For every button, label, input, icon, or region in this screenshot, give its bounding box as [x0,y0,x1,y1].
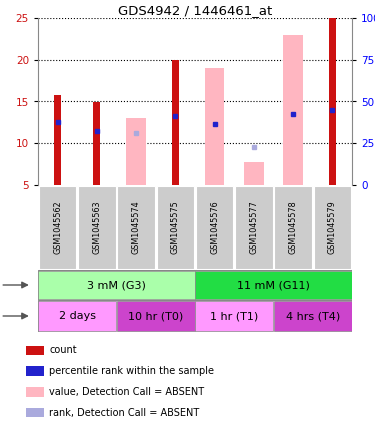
Bar [78,186,116,269]
Bar [195,271,352,299]
Text: GSM1045579: GSM1045579 [328,201,337,254]
Bar [274,186,312,269]
Bar [205,68,224,185]
Bar [329,18,336,185]
Bar [314,186,351,269]
Text: 1 hr (T1): 1 hr (T1) [210,311,258,321]
Bar [244,162,264,185]
Text: GSM1045562: GSM1045562 [53,201,62,254]
Text: percentile rank within the sample: percentile rank within the sample [49,366,214,376]
Bar [274,301,352,331]
Bar [117,301,195,331]
Text: rank, Detection Call = ABSENT: rank, Detection Call = ABSENT [49,408,200,418]
Bar [117,186,155,269]
Bar [26,408,44,418]
Text: GSM1045574: GSM1045574 [132,201,141,254]
Bar [26,366,44,376]
Bar [126,118,146,185]
Bar [172,60,179,185]
Bar [38,271,195,299]
Text: 3 mM (G3): 3 mM (G3) [87,280,146,290]
Bar [284,35,303,185]
Bar [196,186,234,269]
Text: GSM1045576: GSM1045576 [210,201,219,254]
Bar [235,186,273,269]
Text: 2 days: 2 days [59,311,96,321]
Bar [26,346,44,355]
Text: 11 mM (G11): 11 mM (G11) [237,280,310,290]
Text: GSM1045575: GSM1045575 [171,201,180,254]
Text: GSM1045578: GSM1045578 [289,201,298,254]
Text: 10 hr (T0): 10 hr (T0) [128,311,183,321]
Bar [195,301,273,331]
Bar [93,102,100,185]
Bar [38,301,116,331]
Text: count: count [49,345,77,355]
Bar [54,95,61,185]
Text: GSM1045563: GSM1045563 [92,201,101,254]
Bar [39,186,76,269]
Title: GDS4942 / 1446461_at: GDS4942 / 1446461_at [118,4,272,17]
Bar [26,387,44,396]
Bar [156,186,194,269]
Text: GSM1045577: GSM1045577 [249,201,258,254]
Text: value, Detection Call = ABSENT: value, Detection Call = ABSENT [49,387,204,397]
Text: 4 hrs (T4): 4 hrs (T4) [286,311,340,321]
